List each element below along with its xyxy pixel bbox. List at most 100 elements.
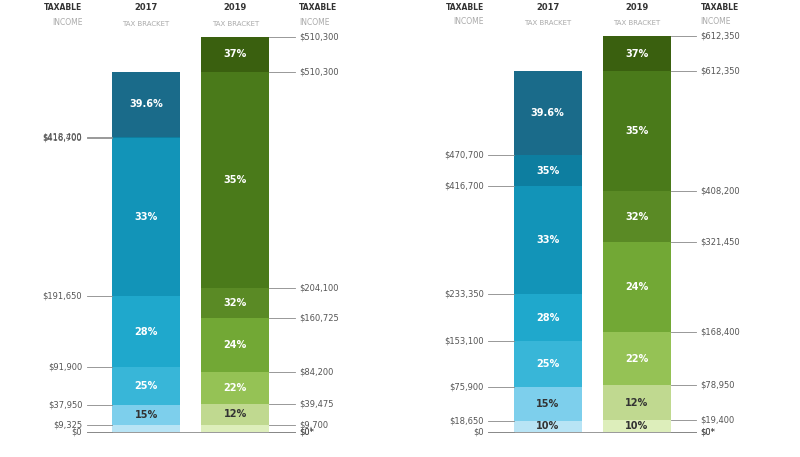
Text: $321,450: $321,450 bbox=[701, 238, 740, 247]
Text: $416,700: $416,700 bbox=[42, 133, 82, 143]
Text: $0: $0 bbox=[72, 427, 82, 436]
Bar bbox=[514, 155, 582, 186]
Bar bbox=[112, 72, 180, 137]
Text: 15%: 15% bbox=[536, 399, 559, 409]
Text: INCOME: INCOME bbox=[52, 18, 82, 27]
Text: 37%: 37% bbox=[626, 49, 649, 59]
Text: 12%: 12% bbox=[224, 409, 247, 419]
Text: 25%: 25% bbox=[134, 381, 158, 391]
Text: 10%: 10% bbox=[626, 421, 649, 431]
Text: $0*: $0* bbox=[701, 427, 715, 436]
Bar bbox=[514, 186, 582, 294]
Bar bbox=[202, 72, 270, 288]
Text: TAXABLE: TAXABLE bbox=[299, 3, 338, 12]
Text: TAX BRACKET: TAX BRACKET bbox=[524, 20, 571, 26]
Text: 35%: 35% bbox=[536, 165, 559, 175]
Text: 2019: 2019 bbox=[626, 3, 649, 12]
Text: 39.6%: 39.6% bbox=[530, 108, 565, 118]
Text: $37,950: $37,950 bbox=[48, 400, 82, 409]
Bar bbox=[603, 243, 671, 333]
Text: TAXABLE: TAXABLE bbox=[44, 3, 82, 12]
Text: 22%: 22% bbox=[626, 354, 649, 364]
Text: $612,350: $612,350 bbox=[701, 67, 740, 76]
Text: $408,200: $408,200 bbox=[701, 187, 740, 196]
Text: 32%: 32% bbox=[626, 212, 649, 222]
Text: 35%: 35% bbox=[626, 127, 649, 137]
Text: $416,700: $416,700 bbox=[444, 182, 484, 191]
Bar bbox=[112, 367, 180, 405]
Text: TAXABLE: TAXABLE bbox=[701, 3, 739, 12]
Bar bbox=[603, 420, 671, 431]
Text: 22%: 22% bbox=[224, 383, 247, 393]
Text: $39,475: $39,475 bbox=[299, 399, 334, 408]
Text: $510,300: $510,300 bbox=[299, 32, 338, 42]
Text: 24%: 24% bbox=[224, 340, 247, 350]
Text: $0*: $0* bbox=[299, 427, 314, 436]
Text: 28%: 28% bbox=[134, 327, 158, 337]
Bar bbox=[202, 372, 270, 404]
Bar bbox=[603, 191, 671, 243]
Text: 25%: 25% bbox=[536, 359, 559, 369]
Bar bbox=[202, 37, 270, 72]
Text: 24%: 24% bbox=[626, 282, 649, 292]
Bar bbox=[514, 294, 582, 341]
Text: $91,900: $91,900 bbox=[48, 362, 82, 371]
Bar bbox=[603, 71, 671, 191]
Bar bbox=[514, 341, 582, 387]
Bar bbox=[112, 137, 180, 138]
Text: $168,400: $168,400 bbox=[701, 328, 740, 337]
Text: 2019: 2019 bbox=[224, 3, 247, 12]
Text: $418,400: $418,400 bbox=[42, 132, 82, 141]
Text: $84,200: $84,200 bbox=[299, 368, 334, 377]
Text: $9,325: $9,325 bbox=[54, 420, 82, 430]
Text: $0*: $0* bbox=[299, 427, 314, 436]
Text: 35%: 35% bbox=[224, 175, 247, 185]
Bar bbox=[603, 385, 671, 420]
Bar bbox=[514, 387, 582, 420]
Text: $9,700: $9,700 bbox=[299, 420, 328, 429]
Text: $153,100: $153,100 bbox=[444, 337, 484, 346]
Text: 33%: 33% bbox=[536, 235, 559, 245]
Text: INCOME: INCOME bbox=[299, 18, 330, 27]
Text: $510,300: $510,300 bbox=[299, 68, 338, 76]
Text: 28%: 28% bbox=[536, 313, 559, 323]
Text: $19,400: $19,400 bbox=[701, 415, 735, 425]
Text: 32%: 32% bbox=[224, 298, 247, 308]
Text: TAX BRACKET: TAX BRACKET bbox=[212, 21, 259, 27]
Text: $612,350: $612,350 bbox=[701, 32, 740, 41]
Bar bbox=[202, 318, 270, 372]
Bar bbox=[112, 405, 180, 425]
Text: 15%: 15% bbox=[134, 410, 158, 420]
Text: $75,900: $75,900 bbox=[450, 383, 484, 391]
Text: $191,650: $191,650 bbox=[42, 292, 82, 301]
Text: 33%: 33% bbox=[134, 212, 158, 222]
Text: INCOME: INCOME bbox=[701, 17, 731, 26]
Bar bbox=[603, 37, 671, 71]
Bar bbox=[514, 420, 582, 431]
Text: 2017: 2017 bbox=[134, 3, 158, 12]
Text: 37%: 37% bbox=[224, 49, 247, 59]
Text: $233,350: $233,350 bbox=[444, 290, 484, 299]
Bar bbox=[112, 425, 180, 431]
Bar bbox=[112, 138, 180, 297]
Text: INCOME: INCOME bbox=[454, 17, 484, 26]
Text: TAX BRACKET: TAX BRACKET bbox=[122, 21, 170, 27]
Bar bbox=[514, 71, 582, 155]
Bar bbox=[202, 288, 270, 318]
Text: $0*: $0* bbox=[701, 427, 715, 436]
Bar bbox=[603, 333, 671, 385]
Text: $0: $0 bbox=[474, 427, 484, 436]
Bar bbox=[202, 425, 270, 431]
Text: 12%: 12% bbox=[626, 398, 649, 408]
Text: TAX BRACKET: TAX BRACKET bbox=[614, 20, 661, 26]
Bar bbox=[112, 297, 180, 367]
Text: 39.6%: 39.6% bbox=[130, 99, 163, 109]
Text: 10%: 10% bbox=[536, 421, 559, 431]
Text: $18,650: $18,650 bbox=[450, 416, 484, 425]
Text: $78,950: $78,950 bbox=[701, 381, 735, 389]
Text: $204,100: $204,100 bbox=[299, 283, 338, 292]
Bar bbox=[202, 404, 270, 425]
Text: 2017: 2017 bbox=[536, 3, 559, 12]
Text: TAXABLE: TAXABLE bbox=[446, 3, 484, 12]
Text: $470,700: $470,700 bbox=[444, 150, 484, 159]
